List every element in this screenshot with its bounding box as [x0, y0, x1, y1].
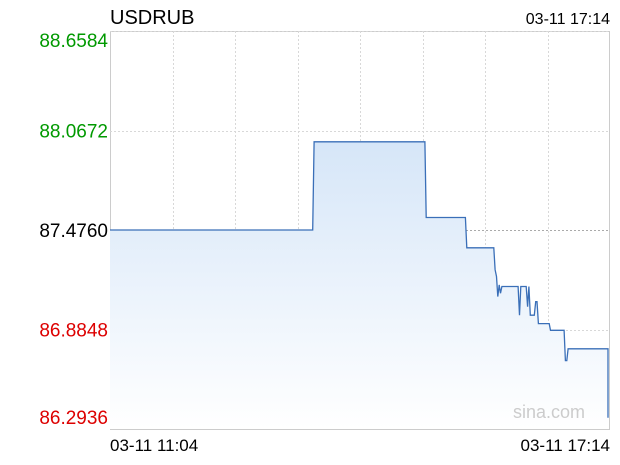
- series-area-fill: [110, 141, 608, 430]
- y-tick-label: 87.4760: [39, 221, 108, 242]
- y-axis-ticks: 88.6584 88.0672 87.4760 86.8848 86.2936: [39, 31, 108, 429]
- chart-title: USDRUB: [110, 7, 194, 29]
- y-tick-label: 86.8848: [39, 321, 108, 342]
- x-label-end: 03-11 17:14: [521, 436, 610, 455]
- watermark: sina.com: [513, 402, 585, 422]
- y-tick-label: 86.2936: [39, 408, 108, 429]
- timestamp-label: 03-11 17:14: [526, 11, 610, 28]
- y-tick-label: 88.6584: [39, 31, 108, 52]
- series-area: [110, 141, 609, 430]
- x-label-start: 03-11 11:04: [110, 436, 198, 455]
- y-tick-label: 88.0672: [39, 122, 108, 143]
- series-line: [110, 141, 609, 418]
